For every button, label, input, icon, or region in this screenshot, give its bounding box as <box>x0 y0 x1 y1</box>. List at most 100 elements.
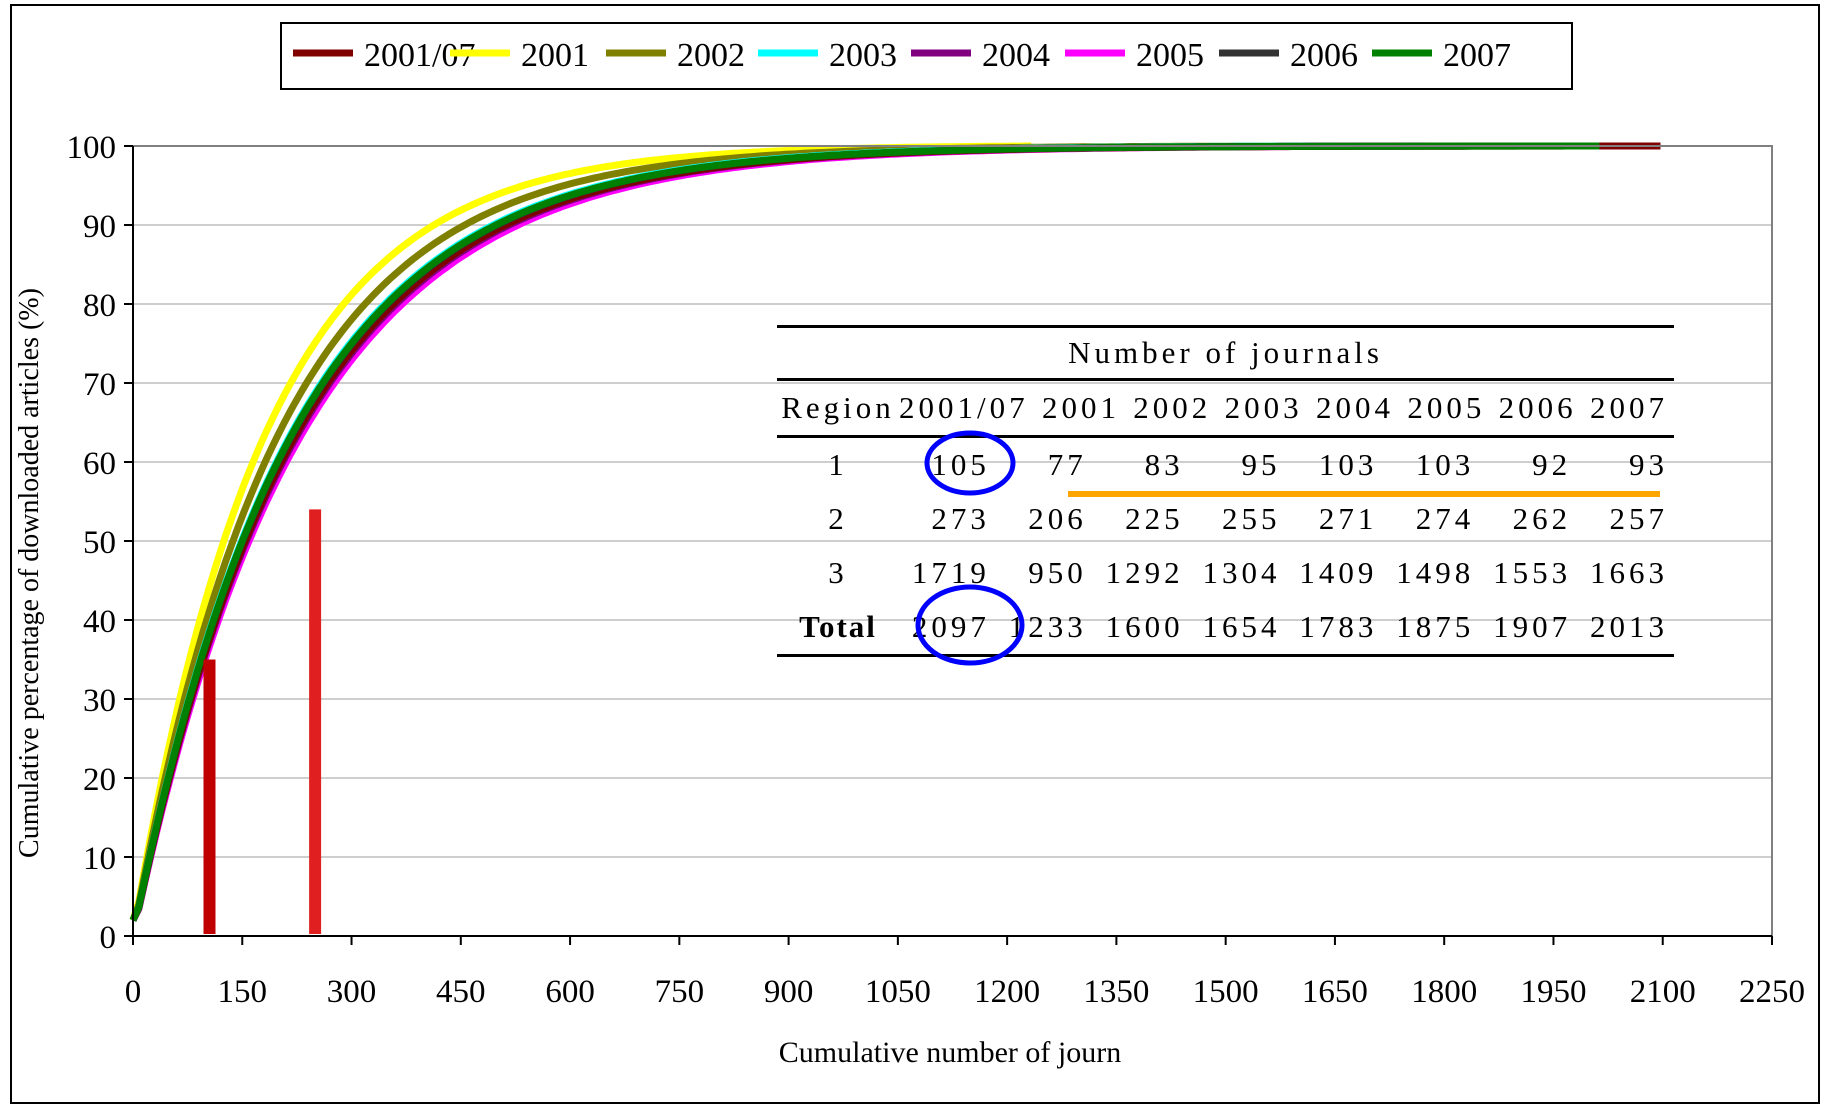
y-tick-label: 100 <box>67 130 117 166</box>
x-tick-label: 450 <box>436 974 486 1010</box>
legend-label: 2004 <box>982 37 1050 74</box>
table-value-cell: 1498 <box>1396 555 1475 590</box>
table-value-cell: 225 <box>1125 501 1184 536</box>
legend-label: 2002 <box>677 37 745 74</box>
y-tick-label: 20 <box>83 762 116 798</box>
threshold-marker <box>309 509 322 934</box>
table-value-cell: 1719 <box>911 555 990 590</box>
table-header-cell: 2003 <box>1224 390 1303 425</box>
table-value-cell: 1663 <box>1590 555 1668 590</box>
table-value-cell: 271 <box>1318 501 1378 536</box>
legend-label: 2001 <box>521 37 589 74</box>
y-tick-label: 90 <box>83 209 116 245</box>
table-total-cell: 1875 <box>1396 609 1475 644</box>
y-tick-label: 50 <box>83 525 116 561</box>
table-value-cell: 103 <box>1415 447 1475 482</box>
table-total-cell: 1783 <box>1299 609 1378 644</box>
y-tick-label: 0 <box>100 920 117 956</box>
legend: 2001/07 2001 2002 2003 2004 2005 2006 2007 <box>280 22 1573 90</box>
y-axis-label: Cumulative percentage of downloaded arti… <box>14 288 45 858</box>
x-tick-label: 750 <box>655 974 705 1010</box>
x-axis-label: Cumulative number of journ <box>779 1036 1121 1069</box>
table-total-cell: 1907 <box>1493 609 1572 644</box>
x-tick-label: 1050 <box>865 974 931 1010</box>
y-tick-label: 80 <box>83 288 116 324</box>
y-tick-label: 40 <box>83 604 116 640</box>
x-tick-label: 0 <box>125 974 142 1010</box>
table-value-cell: 1292 <box>1105 555 1184 590</box>
y-tick-label: 70 <box>83 367 116 403</box>
table-region-cell: 1 <box>828 447 848 482</box>
x-tick-label: 1200 <box>974 974 1040 1010</box>
table-value-cell: 105 <box>931 447 990 482</box>
x-tick-label: 600 <box>545 974 595 1010</box>
table-value-cell: 262 <box>1512 501 1572 536</box>
table-total-cell: 1600 <box>1105 609 1184 644</box>
x-tick-label: 1950 <box>1520 974 1586 1010</box>
legend-label: 2006 <box>1290 37 1358 74</box>
table-value-cell: 274 <box>1415 501 1475 536</box>
x-tick-label: 1500 <box>1193 974 1259 1010</box>
table-value-cell: 273 <box>931 501 990 536</box>
table-body-rule <box>777 435 1674 438</box>
journals-table: Number of journals Region 2001/07 2001 2002… <box>777 325 1674 657</box>
table-value-cell: 1409 <box>1299 555 1378 590</box>
table-header-cell: 2005 <box>1407 390 1486 425</box>
table-total-row: Total 2097 1233 1600 1654 1783 1875 1907 2013 <box>777 600 1674 654</box>
table-header-row: Region 2001/07 2001 2002 2003 2004 2005 2006 200… <box>777 381 1674 435</box>
x-tick-label: 150 <box>218 974 268 1010</box>
table-group-header: Number of journals <box>1068 335 1383 370</box>
table-header-cell: 2004 <box>1315 390 1394 425</box>
table-row: 1 105 77 83 95 103 103 92 93 <box>777 438 1674 492</box>
x-tick-label: 1350 <box>1083 974 1149 1010</box>
table-header-cell: 2001/07 <box>899 390 1029 425</box>
table-bottom-rule <box>777 654 1674 657</box>
table-header-cell: 2006 <box>1498 390 1577 425</box>
y-tick-label: 10 <box>83 841 116 877</box>
table-total-label: Total <box>799 609 877 644</box>
table-value-cell: 1304 <box>1202 555 1281 590</box>
figure-frame <box>10 4 1820 1104</box>
table-total-cell: 1233 <box>1008 609 1087 644</box>
table-value-cell: 83 <box>1144 447 1184 482</box>
y-tick-label: 60 <box>83 446 116 482</box>
table-header-cell: Region <box>781 390 895 425</box>
table-value-cell: 95 <box>1241 447 1281 482</box>
table-body: 1 105 77 83 95 103 103 92 93 2 273 206 225 255 271 274 2… <box>777 438 1674 600</box>
threshold-marker <box>203 659 216 934</box>
x-tick-label: 1800 <box>1411 974 1477 1010</box>
axes: 0 150 300 450 600 750 900 1050 1200 1350 1500 1650 1… <box>67 130 1806 1010</box>
table-value-cell: 103 <box>1318 447 1378 482</box>
table-header-cell: 2002 <box>1133 390 1212 425</box>
table-header-cell: 2001 <box>1041 390 1120 425</box>
x-tick-label: 2100 <box>1630 974 1696 1010</box>
table-total-cell: 2097 <box>911 609 990 644</box>
x-tick-label: 2250 <box>1739 974 1805 1010</box>
threshold-markers <box>203 509 322 934</box>
legend-label: 2003 <box>829 37 897 74</box>
table-value-cell: 255 <box>1222 501 1281 536</box>
y-tick-label: 30 <box>83 683 116 719</box>
table-value-cell: 77 <box>1047 447 1087 482</box>
table-row: 2 273 206 225 255 271 274 262 257 <box>777 492 1674 546</box>
legend-label: 2005 <box>1136 37 1204 74</box>
x-tick-label: 300 <box>327 974 377 1010</box>
x-tick-label: 1650 <box>1302 974 1368 1010</box>
table-region-cell: 2 <box>828 501 848 536</box>
table-value-cell: 950 <box>1028 555 1087 590</box>
table-row: 3 1719 950 1292 1304 1409 1498 1553 1663 <box>777 546 1674 600</box>
table-value-cell: 93 <box>1629 447 1668 482</box>
table-header-rule <box>777 378 1674 381</box>
table-total-cell: 2013 <box>1590 609 1668 644</box>
table-region-cell: 3 <box>828 555 848 590</box>
table-value-cell: 206 <box>1028 501 1087 536</box>
table-value-cell: 92 <box>1532 447 1572 482</box>
table-value-cell: 257 <box>1609 501 1668 536</box>
table-top-rule <box>777 325 1674 328</box>
x-tick-label: 900 <box>764 974 814 1010</box>
table-total-cell: 1654 <box>1202 609 1281 644</box>
legend-label: 2007 <box>1443 37 1511 74</box>
table-value-cell: 1553 <box>1493 555 1572 590</box>
table-header-cell: 2007 <box>1590 390 1668 425</box>
